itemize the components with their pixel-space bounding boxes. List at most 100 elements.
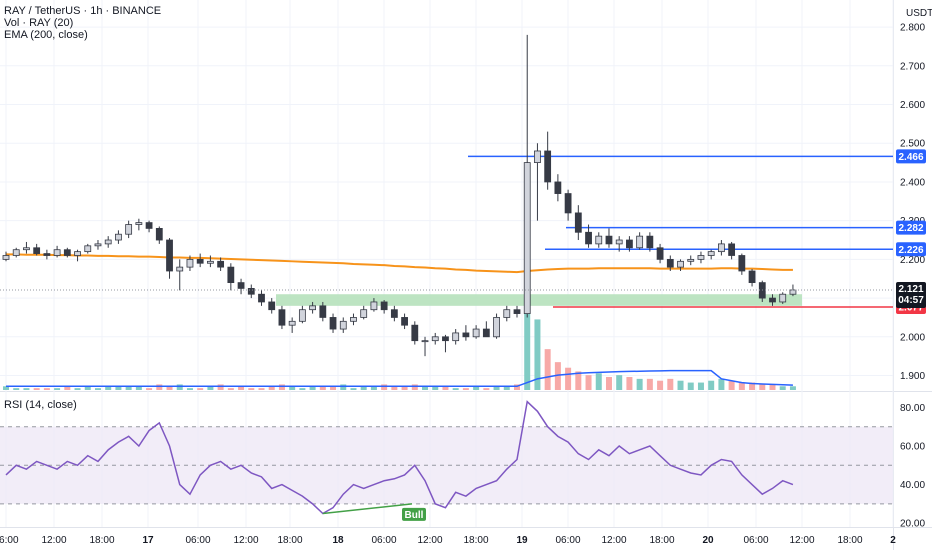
- candle-body: [288, 320, 296, 326]
- candle-body: [431, 336, 439, 342]
- level-tag-label: 2.077: [898, 302, 923, 313]
- currency-label: USDT: [906, 8, 932, 19]
- volume-bar: [217, 384, 224, 390]
- volume-bar: [462, 388, 469, 390]
- volume-bar: [74, 388, 81, 390]
- time-tick-label: 18:00: [89, 535, 114, 546]
- level-tag-label: 2.282: [898, 223, 923, 234]
- volume-bar: [677, 380, 684, 390]
- candle-body: [319, 305, 327, 318]
- candle-body: [789, 289, 797, 295]
- candle-body: [666, 258, 674, 268]
- candle-body: [544, 150, 552, 183]
- candle-body: [697, 255, 705, 260]
- volume-bar: [473, 386, 480, 390]
- candle-body: [370, 301, 378, 311]
- time-tick-label: 06:00: [555, 535, 580, 546]
- time-tick-label: 18:00: [837, 535, 862, 546]
- volume-bar: [483, 388, 490, 390]
- last-price-tag: [896, 281, 926, 308]
- price-tick-label: 2.800: [900, 23, 925, 34]
- candle-body: [227, 266, 235, 284]
- volume-legend: Vol · RAY (20): [4, 17, 73, 29]
- time-tick-label: 12:00: [41, 535, 66, 546]
- volume-bar: [238, 386, 245, 390]
- volume-bar: [789, 386, 796, 390]
- time-axis[interactable]: 06:00 12:00 18:00 17 06:00 12:00 18:00 18 06:00 1…: [0, 535, 896, 546]
- time-tick-label: 06:00: [371, 535, 396, 546]
- time-tick-label: 20: [702, 535, 714, 546]
- candle-body: [298, 309, 306, 322]
- candle-body: [411, 324, 419, 342]
- volume-bar: [360, 386, 367, 390]
- volume-bar: [156, 384, 163, 390]
- support-zone: [276, 294, 802, 306]
- rsi-axis[interactable]: 80.00 60.00 40.00 20.00: [900, 403, 925, 530]
- volume-bar: [524, 312, 531, 390]
- volume-bar: [94, 388, 101, 390]
- volume-bar: [411, 384, 418, 390]
- volume-bar: [401, 386, 408, 390]
- divergence-line: [322, 503, 413, 515]
- last-price-label: 2.121: [898, 284, 923, 295]
- level-tag-label: 2.466: [898, 152, 923, 163]
- time-tick-label: 18:00: [277, 535, 302, 546]
- volume-bar: [605, 377, 612, 390]
- candle-body: [564, 193, 572, 214]
- volume-bar: [667, 378, 674, 390]
- candle-body: [390, 309, 398, 318]
- level-tag: [896, 242, 926, 257]
- time-tick-label: 2: [890, 535, 896, 546]
- candle-body: [656, 247, 664, 260]
- time-tick-label: 17: [142, 535, 154, 546]
- candle-body: [329, 317, 337, 330]
- candle-body: [258, 293, 265, 303]
- volume-bar: [186, 388, 193, 390]
- candle-body: [472, 328, 480, 338]
- candle-body: [646, 235, 654, 249]
- volume-bar: [493, 386, 500, 390]
- volume-bar: [575, 371, 582, 390]
- volume-bar: [738, 382, 745, 390]
- ema-legend: EMA (200, close): [4, 29, 88, 41]
- candle-body: [677, 260, 684, 268]
- volume-bar: [514, 384, 520, 390]
- ema-line: [6, 253, 793, 274]
- volume-bar: [3, 386, 9, 390]
- volume-ma: [6, 369, 793, 388]
- bull-divergence: Bull: [322, 503, 426, 521]
- time-tick-label: 12:00: [233, 535, 258, 546]
- countdown-label: 04:57: [898, 295, 924, 306]
- volume-bar: [319, 386, 326, 390]
- volume-bar: [544, 349, 551, 390]
- candle-body: [687, 258, 695, 262]
- volume-bar: [370, 386, 377, 390]
- candle-body: [360, 309, 368, 318]
- candle-body: [53, 249, 61, 256]
- time-tick-label: 12:00: [601, 535, 626, 546]
- time-tick-label: 06:00: [0, 535, 19, 546]
- volume-bar: [616, 375, 623, 390]
- volume-bar: [105, 386, 112, 390]
- candle-body: [615, 239, 623, 245]
- volume-bar: [503, 386, 510, 390]
- candle-body: [43, 253, 51, 256]
- volume-ma-line: [6, 369, 793, 388]
- volume-bar: [289, 386, 296, 390]
- volume-bar: [718, 378, 725, 390]
- level-tag-label: 2.226: [898, 245, 923, 256]
- volume-bar: [84, 386, 91, 390]
- volume-bar: [64, 386, 71, 390]
- candle-body: [309, 305, 317, 311]
- candle-body: [186, 258, 194, 268]
- candle-body: [636, 235, 644, 249]
- volume-bar: [657, 380, 664, 390]
- candle-body: [605, 235, 613, 245]
- candle-body: [135, 222, 143, 225]
- volume-bar: [769, 384, 776, 390]
- time-tick-label: 18:00: [463, 535, 488, 546]
- candle-body: [513, 309, 521, 314]
- candle-body: [63, 249, 71, 256]
- volume-bar: [697, 382, 704, 390]
